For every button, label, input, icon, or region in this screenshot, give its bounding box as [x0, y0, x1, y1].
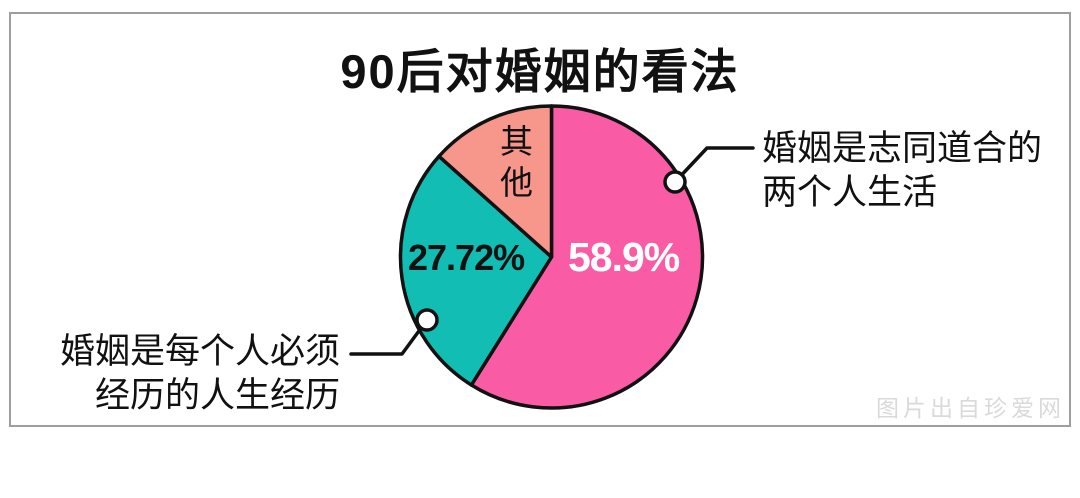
leader-line-teal [349, 318, 429, 356]
teal-callout-line-2: 经历的人生经历 [94, 376, 340, 415]
pink-slice-callout: 婚姻是志同道合的 两个人生活 [762, 127, 1042, 215]
leader-marker-teal [415, 308, 439, 332]
pie-slice-2 [437, 104, 554, 259]
pie-slice-0 [469, 104, 705, 410]
pink-slice-percent-label: 58.9% [568, 234, 680, 280]
teal-slice-percent-label: 27.72% [408, 237, 525, 278]
other-slice-label: 其他 [500, 123, 533, 201]
teal-slice-callout: 婚姻是每个人必须 经历的人生经历 [50, 330, 340, 418]
pie-wedges [398, 104, 705, 410]
chart-title: 90后对婚姻的看法 [340, 45, 740, 98]
leader-marker-pink [663, 170, 687, 194]
teal-callout-line-1: 婚姻是每个人必须 [59, 332, 340, 371]
pink-callout-line-2: 两个人生活 [762, 173, 938, 212]
callout-leader-lines [349, 146, 755, 356]
pink-callout-line-1: 婚姻是志同道合的 [762, 129, 1043, 168]
pie-slice-1 [398, 154, 554, 387]
leader-line-pink [673, 146, 755, 184]
watermark-text: 图片出自珍爱网 [876, 395, 1065, 421]
